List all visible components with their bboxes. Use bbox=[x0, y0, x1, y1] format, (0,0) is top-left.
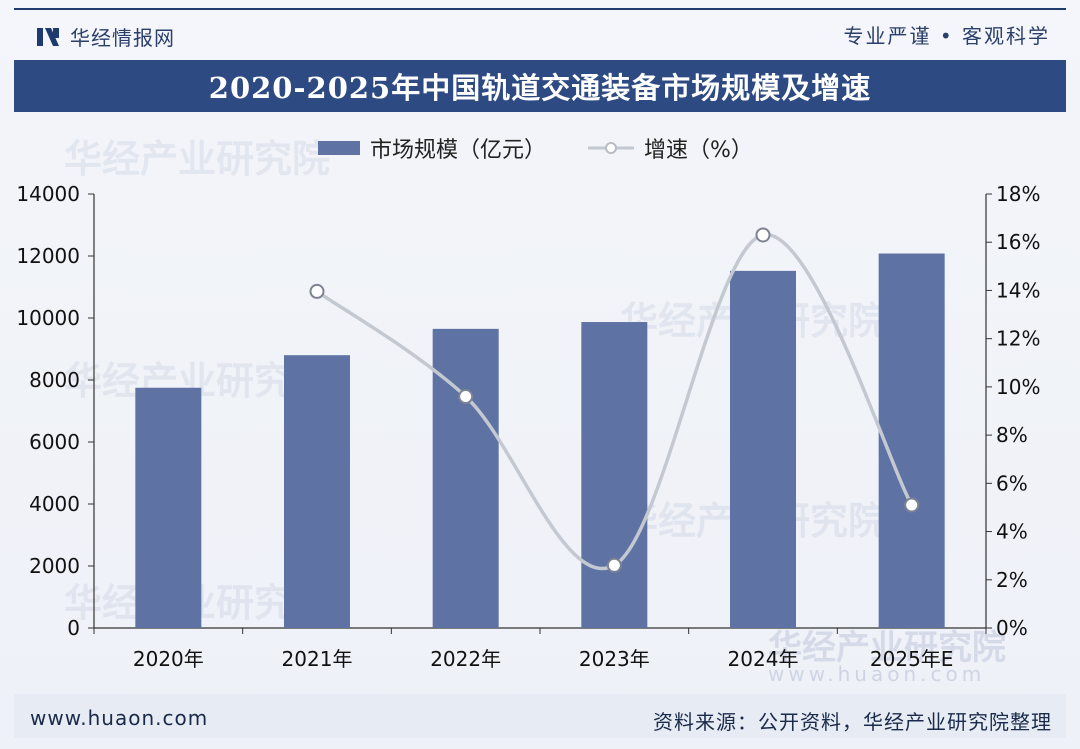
y-right-tick-label: 14% bbox=[996, 278, 1040, 302]
x-tick-label: 2025年E bbox=[870, 647, 954, 671]
growth-point bbox=[755, 227, 771, 243]
y-right-tick-label: 0% bbox=[996, 616, 1028, 640]
watermark-text: 华经产业研究院 bbox=[64, 137, 331, 181]
legend-item-bar: 市场规模（亿元） bbox=[318, 132, 546, 164]
y-left-tick-label: 10000 bbox=[16, 306, 80, 330]
legend: 市场规模（亿元） 增速（%） bbox=[318, 132, 753, 164]
y-right-tick-label: 10% bbox=[996, 375, 1040, 399]
y-left-tick-label: 4000 bbox=[29, 492, 80, 516]
y-left-tick-label: 12000 bbox=[16, 244, 80, 268]
y-right-tick-label: 18% bbox=[996, 182, 1040, 206]
x-tick-label: 2023年 bbox=[579, 647, 650, 671]
y-right-tick-label: 4% bbox=[996, 520, 1028, 544]
growth-point bbox=[309, 283, 325, 299]
legend-item-line: 增速（%） bbox=[588, 132, 753, 164]
growth-point bbox=[904, 497, 920, 513]
y-left-tick-label: 14000 bbox=[16, 182, 80, 206]
footer bbox=[14, 694, 1066, 738]
y-left-tick-label: 2000 bbox=[29, 554, 80, 578]
header-rule bbox=[14, 8, 1066, 10]
slogan: 专业严谨 • 客观科学 bbox=[843, 24, 1050, 48]
bar bbox=[284, 355, 350, 628]
x-tick-label: 2022年 bbox=[430, 647, 501, 671]
y-right-tick-label: 2% bbox=[996, 568, 1028, 592]
bar bbox=[135, 387, 202, 628]
legend-bar-swatch bbox=[318, 141, 360, 155]
bar bbox=[432, 328, 499, 628]
x-tick-label: 2024年 bbox=[728, 647, 799, 671]
legend-line-swatch bbox=[588, 142, 635, 154]
bar bbox=[878, 253, 945, 628]
header bbox=[0, 0, 1080, 58]
brand-name: 华经情报网 bbox=[70, 26, 175, 50]
y-right-tick-label: 6% bbox=[996, 471, 1028, 495]
y-right-tick-label: 12% bbox=[996, 327, 1040, 351]
x-tick-label: 2020年 bbox=[133, 647, 204, 671]
footer-website: www.huaon.com bbox=[30, 706, 209, 730]
legend-label-bar: 市场规模（亿元） bbox=[370, 138, 547, 163]
title-bar: 2020-2025年中国轨道交通装备市场规模及增速 bbox=[14, 60, 1066, 112]
y-left-tick-label: 6000 bbox=[29, 430, 80, 454]
watermark-url: www.huaon.com bbox=[768, 662, 986, 686]
brand: 华经情报网 bbox=[36, 22, 175, 51]
legend-label-line: 增速（%） bbox=[644, 138, 753, 163]
growth-line bbox=[315, 233, 914, 571]
y-right-tick-label: 8% bbox=[996, 423, 1028, 447]
bar bbox=[730, 270, 796, 628]
y-right-tick-label: 16% bbox=[996, 230, 1040, 254]
brand-logo-icon bbox=[37, 27, 59, 46]
growth-point bbox=[606, 557, 622, 573]
footer-source: 资料来源：公开资料，华经产业研究院整理 bbox=[653, 710, 1052, 734]
y-left-tick-label: 0 bbox=[67, 616, 80, 640]
x-tick-label: 2021年 bbox=[282, 647, 353, 671]
y-left-tick-label: 8000 bbox=[29, 368, 80, 392]
watermark-text: 华经产业研究院 bbox=[768, 628, 1006, 668]
growth-point bbox=[458, 389, 474, 405]
bar bbox=[581, 322, 648, 628]
chart-title: 2020-2025年中国轨道交通装备市场规模及增速 bbox=[208, 71, 872, 105]
